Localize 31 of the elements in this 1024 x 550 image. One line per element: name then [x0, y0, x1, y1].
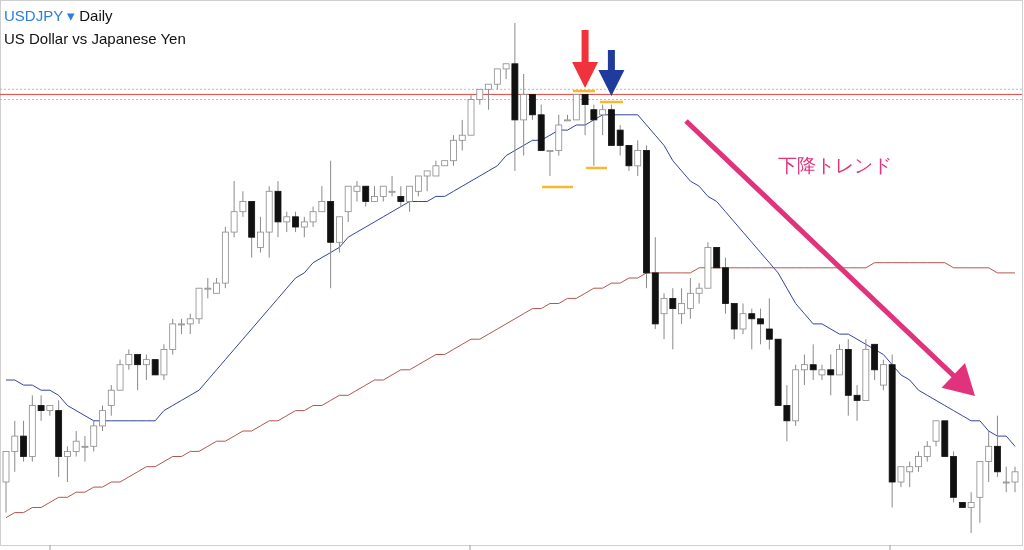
candlestick [283, 211, 291, 233]
candlestick [20, 420, 27, 463]
candlestick [915, 450, 922, 473]
candlestick [134, 354, 142, 391]
candlestick [678, 287, 685, 325]
candlestick [485, 83, 492, 111]
candlestick [257, 216, 264, 253]
candlestick [599, 104, 607, 136]
candlestick [99, 405, 106, 432]
candlestick [397, 185, 405, 208]
candlestick [932, 420, 940, 447]
annotation: 下降トレンド [778, 154, 892, 176]
candlestick [660, 292, 668, 340]
candlestick [46, 405, 54, 417]
text: US Dollar vs Japanese Yen [4, 30, 186, 47]
candlestick [923, 440, 931, 463]
candlestick [64, 445, 71, 483]
candlestick [757, 308, 764, 345]
candlestick [818, 364, 826, 381]
candlestick [634, 139, 642, 177]
candlestick [879, 359, 887, 391]
candlestick [529, 93, 536, 121]
candlestick [450, 134, 457, 167]
candlestick [801, 354, 808, 386]
candlestick [713, 247, 721, 269]
candlestick [967, 491, 975, 534]
candlestick [142, 354, 150, 381]
candlestick [292, 211, 299, 233]
candlestick [739, 303, 747, 335]
chart-title: USDJPY ▾ Daily [4, 7, 114, 24]
candlestick [406, 185, 413, 213]
